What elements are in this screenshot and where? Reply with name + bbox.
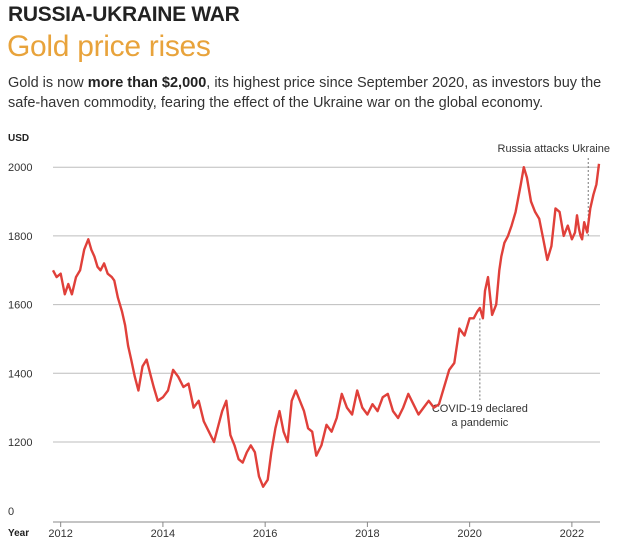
kicker-title: RUSSIA-UKRAINE WAR	[8, 3, 240, 26]
y-tick-label-1600: 1600	[8, 300, 32, 312]
headline: Gold price rises	[7, 30, 211, 63]
x-tick-label-2022: 2022	[560, 528, 584, 540]
x-axis-label: Year	[8, 528, 29, 539]
y-axis-unit: USD	[8, 133, 29, 144]
x-tick-label-2018: 2018	[355, 528, 379, 540]
subtitle-post: , its highest price since September 2020…	[8, 75, 602, 111]
ukraine-annotation: Russia attacks Ukraine	[498, 143, 611, 155]
subtitle-pre: Gold is now	[8, 75, 88, 91]
x-tick-labels: 2012 2014 2016 2018 2020 2022	[48, 528, 584, 540]
x-tick-label-2020: 2020	[457, 528, 481, 540]
y-tick-label-1200: 1200	[8, 437, 32, 449]
y-tick-label-1800: 1800	[8, 231, 32, 243]
gold-price-line	[51, 163, 601, 488]
y-tick-label-1400: 1400	[8, 368, 32, 380]
subtitle-bold: more than $2,000	[87, 75, 207, 91]
covid-annotation: COVID-19 declared	[432, 403, 528, 415]
subtitle: Gold is now more than $2,000, its highes…	[8, 73, 633, 113]
gridlines	[53, 166, 600, 527]
covid-annotation-line2: a pandemic	[451, 417, 508, 429]
y-tick-labels: 0 1200 1400 1600 1800 2000	[8, 162, 32, 518]
x-tick-label-2014: 2014	[151, 528, 175, 540]
x-tick-label-2012: 2012	[48, 528, 72, 540]
annotations: COVID-19 declared a pandemic Russia attack…	[432, 143, 610, 429]
y-tick-label-0: 0	[8, 506, 14, 518]
x-tick-label-2016: 2016	[253, 528, 277, 540]
y-tick-label-2000: 2000	[8, 162, 32, 174]
